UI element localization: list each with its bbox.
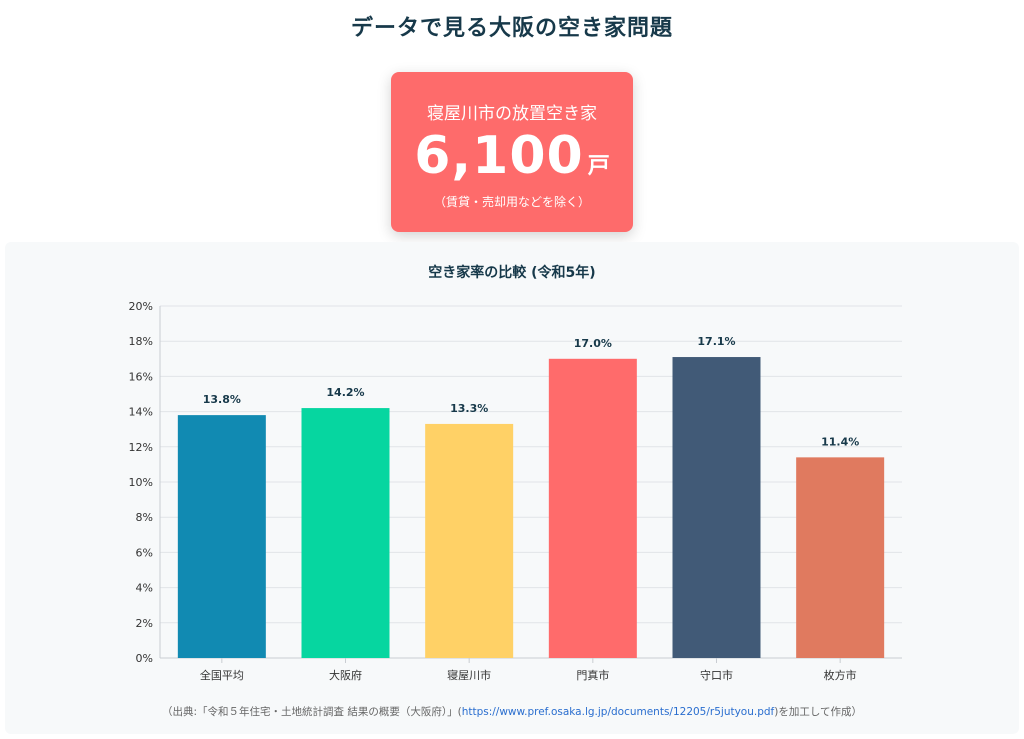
- y-tick-label: 4%: [136, 582, 153, 595]
- y-tick-label: 6%: [136, 546, 153, 559]
- bar: [425, 423, 514, 658]
- stat-unit: 戸: [587, 154, 610, 179]
- source-link[interactable]: https://www.pref.osaka.lg.jp/documents/1…: [461, 706, 775, 718]
- source-suffix: )を加工して作成）: [774, 706, 863, 718]
- chart-panel: 空き家率の比較 (令和5年) 0% 2% 4% 6% 8% 10% 12% 14% 16% 18%…: [5, 242, 1019, 734]
- stat-value-row: 6,100 戸: [391, 126, 633, 186]
- bar-value-label: 11.4%: [821, 435, 859, 448]
- y-tick-label: 14%: [129, 406, 153, 419]
- bar: [796, 457, 885, 658]
- bar: [301, 408, 390, 658]
- y-tick-label: 10%: [129, 476, 153, 489]
- y-tick-label: 2%: [136, 617, 153, 630]
- bar: [672, 357, 761, 658]
- x-tick-label: 門真市: [576, 668, 609, 682]
- bar-chart: 0% 2% 4% 6% 8% 10% 12% 14% 16% 18% 20% 13.8% 全国平均 14.…: [129, 300, 902, 682]
- y-tick-label: 0%: [136, 652, 153, 665]
- y-tick-label: 20%: [129, 300, 153, 313]
- stat-card: 寝屋川市の放置空き家 6,100 戸 （賃貸・売却用などを除く）: [391, 72, 633, 232]
- y-tick-label: 16%: [129, 370, 153, 383]
- page-title: データで見る大阪の空き家問題: [350, 16, 673, 41]
- bar-value-label: 13.3%: [450, 402, 488, 415]
- x-tick-label: 寝屋川市: [447, 668, 491, 682]
- bar-value-label: 13.8%: [203, 393, 241, 406]
- x-tick-label: 大阪府: [329, 668, 362, 682]
- x-tick-label: 枚方市: [824, 668, 857, 682]
- bar: [548, 358, 637, 658]
- x-tick-label: 全国平均: [200, 668, 244, 682]
- bar-value-label: 17.1%: [697, 335, 735, 348]
- chart-title: 空き家率の比較 (令和5年): [428, 265, 596, 281]
- source-prefix: （出典:「令和５年住宅・土地統計調査 結果の概要（大阪府）」(: [161, 706, 462, 718]
- bar-value-label: 17.0%: [574, 337, 612, 350]
- stat-note: （賃貸・売却用などを除く）: [433, 195, 590, 209]
- stat-label: 寝屋川市の放置空き家: [427, 104, 597, 124]
- stat-value: 6,100: [414, 126, 584, 186]
- y-tick-label: 8%: [136, 511, 153, 524]
- bar: [177, 415, 266, 658]
- y-tick-label: 12%: [129, 441, 153, 454]
- bar-value-label: 14.2%: [326, 386, 364, 399]
- source-citation: （出典:「令和５年住宅・土地統計調査 結果の概要（大阪府）」(https://w…: [5, 704, 1019, 719]
- y-tick-label: 18%: [129, 335, 153, 348]
- x-tick-label: 守口市: [700, 668, 733, 682]
